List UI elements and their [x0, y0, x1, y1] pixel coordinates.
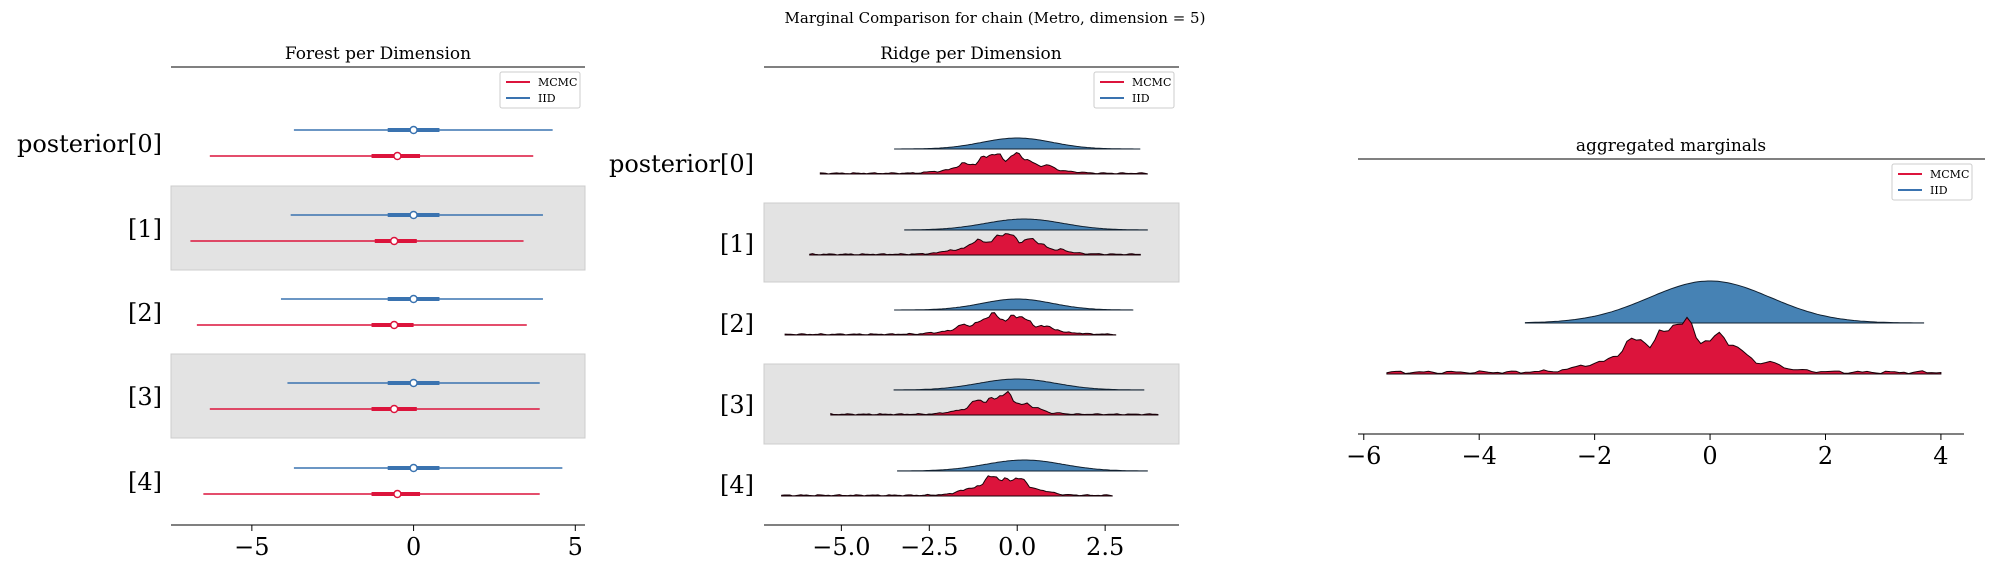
- forest-row-label-4: [4]: [128, 468, 162, 496]
- aggregated-legend: MCMC IID: [1891, 163, 1973, 201]
- ridge-legend: MCMC IID: [1093, 71, 1175, 109]
- ridge-mcmc-density: [830, 390, 1159, 416]
- forest-iid-point: [409, 210, 418, 220]
- ridge-legend-iid-label: IID: [1132, 92, 1150, 105]
- forest-row-label-1: [1]: [128, 215, 162, 243]
- forest-mcmc-point: [393, 489, 402, 499]
- ridge-mcmc-density: [781, 475, 1113, 497]
- aggregated-iid-density: [1524, 280, 1925, 324]
- aggregated-legend-iid-label: IID: [1930, 184, 1948, 197]
- forest-row-label-0: posterior[0]: [17, 130, 162, 158]
- forest-x-tick-label: −5: [234, 533, 269, 561]
- forest-mcmc-point: [389, 404, 399, 414]
- ridge-panel: Ridge per Dimension posterior[0] [1] [2]…: [609, 44, 1180, 561]
- ridge-x-tick-label: −2.5: [900, 533, 958, 561]
- ridge-row-band: [763, 202, 1180, 283]
- aggregated-legend-mcmc-label: MCMC: [1930, 168, 1969, 181]
- aggregated-x-tick-label: 4: [1933, 442, 1948, 470]
- forest-iid-point: [409, 378, 418, 388]
- ridge-legend-mcmc-label: MCMC: [1132, 76, 1171, 89]
- forest-panel-title: Forest per Dimension: [285, 44, 471, 64]
- ridge-x-tick-label: −5.0: [812, 533, 870, 561]
- ridge-row-label-2: [2]: [720, 310, 754, 338]
- ridge-iid-density: [894, 137, 1141, 150]
- forest-mcmc-point: [393, 151, 402, 161]
- aggregated-x-tick-label: −2: [1577, 442, 1612, 470]
- ridge-x-tick-label: 2.5: [1086, 533, 1124, 561]
- figure-suptitle: Marginal Comparison for chain (Metro, di…: [785, 9, 1206, 27]
- ridge-row-label-4: [4]: [720, 471, 754, 499]
- forest-x-tick-label: 0: [406, 533, 421, 561]
- forest-iid-point: [409, 463, 418, 473]
- forest-x-tick-label: 5: [568, 533, 583, 561]
- ridge-iid-density: [904, 218, 1148, 231]
- aggregated-panel-title: aggregated marginals: [1576, 136, 1766, 156]
- forest-iid-point: [409, 294, 418, 304]
- ridge-row-label-3: [3]: [720, 391, 754, 419]
- forest-panel: Forest per Dimension posterior[0] [1] [2…: [17, 44, 586, 561]
- forest-legend-iid-label: IID: [538, 92, 556, 105]
- ridge-row-label-1: [1]: [720, 230, 754, 258]
- ridge-row-label-0: posterior[0]: [609, 150, 754, 178]
- forest-row-band: [170, 353, 586, 439]
- aggregated-mcmc-density: [1386, 316, 1942, 375]
- forest-mcmc-point: [389, 320, 399, 330]
- forest-mcmc-point: [389, 236, 399, 246]
- aggregated-panel: aggregated marginals −6 −4 −2 0 2 4 MCMC IID: [1346, 136, 1985, 470]
- ridge-iid-density: [894, 298, 1134, 311]
- aggregated-x-tick-label: 0: [1702, 442, 1717, 470]
- forest-legend-mcmc-label: MCMC: [538, 76, 577, 89]
- ridge-iid-density: [897, 459, 1148, 472]
- forest-iid-point: [409, 125, 418, 135]
- aggregated-x-tick-label: −4: [1462, 442, 1497, 470]
- forest-legend: MCMC IID: [499, 71, 581, 109]
- ridge-mcmc-density: [819, 152, 1148, 175]
- aggregated-x-tick-label: −6: [1346, 442, 1381, 470]
- ridge-x-tick-label: 0.0: [998, 533, 1036, 561]
- ridge-panel-title: Ridge per Dimension: [880, 44, 1062, 64]
- ridge-mcmc-density: [784, 312, 1117, 336]
- aggregated-x-tick-label: 2: [1818, 442, 1833, 470]
- forest-row-label-2: [2]: [128, 299, 162, 327]
- forest-row-label-3: [3]: [128, 383, 162, 411]
- forest-row-band: [170, 185, 586, 271]
- ridge-mcmc-density: [809, 233, 1141, 256]
- ridge-iid-density: [893, 378, 1145, 391]
